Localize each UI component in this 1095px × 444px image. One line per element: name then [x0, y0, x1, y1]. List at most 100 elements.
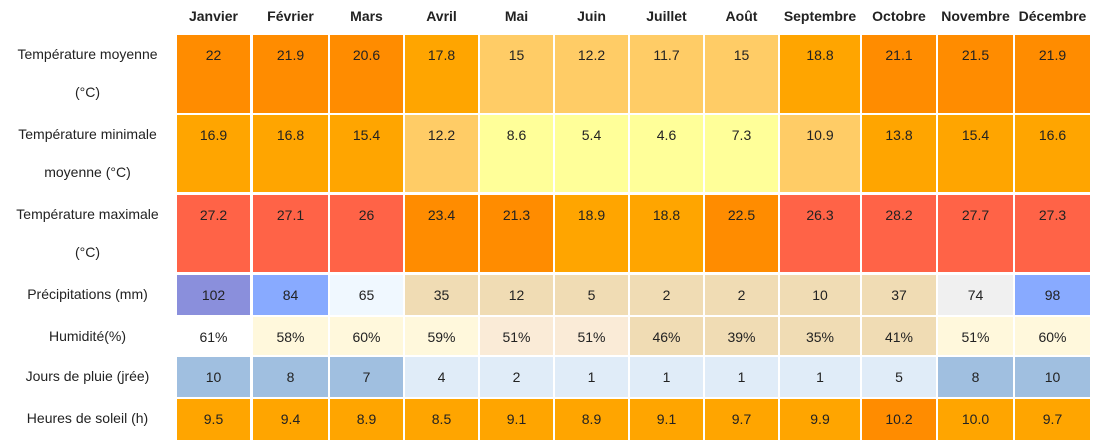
- value-cell: 5.4: [555, 115, 628, 192]
- value-cell: 27.7: [938, 195, 1013, 272]
- row-label: Température minimale moyenne (°C): [0, 115, 175, 192]
- value-cell: 10.9: [780, 115, 860, 192]
- value-cell: 15.4: [330, 115, 403, 192]
- value-cell: 1: [780, 357, 860, 397]
- value-cell: 21.5: [938, 35, 1013, 113]
- value-cell: 7.3: [705, 115, 778, 192]
- value-cell: 18.8: [630, 195, 703, 272]
- value-cell: 16.8: [253, 115, 328, 192]
- value-cell: 60%: [330, 317, 403, 355]
- value-cell: 1: [705, 357, 778, 397]
- value-cell: 5: [555, 275, 628, 315]
- month-header: Juin: [577, 8, 606, 24]
- value-cell: 98: [1015, 275, 1090, 315]
- value-cell: 27.3: [1015, 195, 1090, 272]
- value-cell: 8: [938, 357, 1013, 397]
- value-cell: 8.9: [555, 399, 628, 440]
- value-cell: 46%: [630, 317, 703, 355]
- value-cell: 9.5: [177, 399, 250, 440]
- value-cell: 27.2: [177, 195, 250, 272]
- value-cell: 10: [177, 357, 250, 397]
- value-cell: 21.9: [1015, 35, 1090, 113]
- value-cell: 12.2: [555, 35, 628, 113]
- value-cell: 60%: [1015, 317, 1090, 355]
- value-cell: 39%: [705, 317, 778, 355]
- value-cell: 15: [480, 35, 553, 113]
- value-cell: 10.0: [938, 399, 1013, 440]
- value-cell: 51%: [938, 317, 1013, 355]
- value-cell: 11.7: [630, 35, 703, 113]
- value-cell: 8.9: [330, 399, 403, 440]
- value-cell: 21.1: [862, 35, 936, 113]
- value-cell: 12: [480, 275, 553, 315]
- value-cell: 51%: [555, 317, 628, 355]
- value-cell: 20.6: [330, 35, 403, 113]
- value-cell: 1: [555, 357, 628, 397]
- value-cell: 9.7: [1015, 399, 1090, 440]
- month-header: Juillet: [646, 8, 687, 24]
- value-cell: 17.8: [405, 35, 478, 113]
- value-cell: 8.5: [405, 399, 478, 440]
- value-cell: 18.9: [555, 195, 628, 272]
- value-cell: 27.1: [253, 195, 328, 272]
- month-header: Septembre: [783, 8, 857, 24]
- value-cell: 21.9: [253, 35, 328, 113]
- value-cell: 35%: [780, 317, 860, 355]
- value-cell: 13.8: [862, 115, 936, 192]
- value-cell: 7: [330, 357, 403, 397]
- value-cell: 10.2: [862, 399, 936, 440]
- value-cell: 1: [630, 357, 703, 397]
- value-cell: 10: [1015, 357, 1090, 397]
- value-cell: 2: [630, 275, 703, 315]
- value-cell: 51%: [480, 317, 553, 355]
- value-cell: 61%: [177, 317, 250, 355]
- row-label: Humidité(%): [0, 317, 175, 355]
- value-cell: 23.4: [405, 195, 478, 272]
- value-cell: 65: [330, 275, 403, 315]
- value-cell: 9.7: [705, 399, 778, 440]
- value-cell: 28.2: [862, 195, 936, 272]
- value-cell: 10: [780, 275, 860, 315]
- value-cell: 102: [177, 275, 250, 315]
- value-cell: 4: [405, 357, 478, 397]
- value-cell: 26: [330, 195, 403, 272]
- row-label: Précipitations (mm): [0, 275, 175, 315]
- value-cell: 18.8: [780, 35, 860, 113]
- value-cell: 22.5: [705, 195, 778, 272]
- month-header: Janvier: [188, 8, 239, 24]
- value-cell: 9.1: [480, 399, 553, 440]
- month-header: Mai: [504, 8, 529, 24]
- month-header: Février: [267, 8, 314, 24]
- month-header: Mars: [350, 8, 383, 24]
- value-cell: 9.9: [780, 399, 860, 440]
- value-cell: 58%: [253, 317, 328, 355]
- value-cell: 84: [253, 275, 328, 315]
- value-cell: 5: [862, 357, 936, 397]
- value-cell: 8: [253, 357, 328, 397]
- value-cell: 37: [862, 275, 936, 315]
- value-cell: 74: [938, 275, 1013, 315]
- value-cell: 22: [177, 35, 250, 113]
- row-label: Heures de soleil (h): [0, 399, 175, 440]
- month-header: Août: [725, 8, 758, 24]
- row-label: Température moyenne (°C): [0, 35, 175, 113]
- month-header: Octobre: [872, 8, 926, 24]
- value-cell: 16.9: [177, 115, 250, 192]
- value-cell: 9.1: [630, 399, 703, 440]
- month-header: Avril: [426, 8, 457, 24]
- value-cell: 16.6: [1015, 115, 1090, 192]
- value-cell: 26.3: [780, 195, 860, 272]
- row-label: Jours de pluie (jrée): [0, 357, 175, 397]
- value-cell: 15: [705, 35, 778, 113]
- value-cell: 8.6: [480, 115, 553, 192]
- value-cell: 15.4: [938, 115, 1013, 192]
- month-header: Novembre: [941, 8, 1010, 24]
- value-cell: 41%: [862, 317, 936, 355]
- value-cell: 2: [705, 275, 778, 315]
- value-cell: 12.2: [405, 115, 478, 192]
- value-cell: 4.6: [630, 115, 703, 192]
- value-cell: 9.4: [253, 399, 328, 440]
- row-label: Température maximale (°C): [0, 195, 175, 272]
- month-header: Décembre: [1018, 8, 1087, 24]
